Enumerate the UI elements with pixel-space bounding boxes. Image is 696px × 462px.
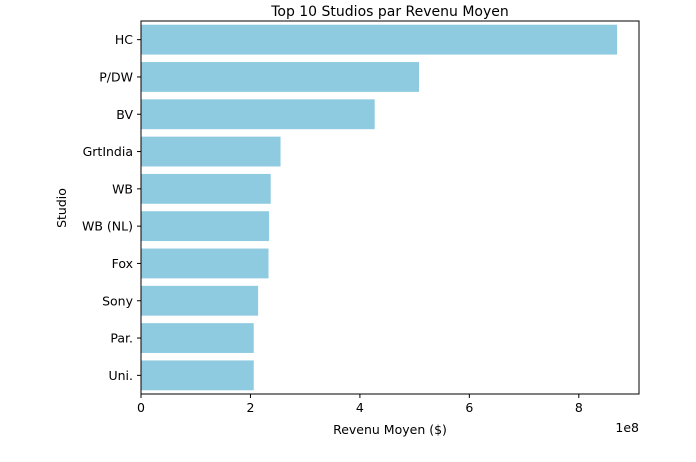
y-tick-label: P/DW: [99, 69, 133, 84]
y-tick-label: Sony: [102, 293, 134, 308]
x-tick-label: 2: [246, 400, 254, 415]
bar: [141, 173, 271, 204]
bar: [141, 62, 420, 92]
x-tick-label: 8: [575, 400, 583, 415]
y-tick-label: GrtIndia: [83, 144, 133, 159]
x-tick-labels: 0 2 4 6 8: [137, 394, 583, 415]
x-tick-label: 0: [137, 400, 145, 415]
chart-title: Top 10 Studios par Revenu Moyen: [270, 4, 509, 20]
bar: [141, 99, 375, 130]
bar: [141, 136, 281, 167]
bar: [141, 285, 259, 316]
x-axis-offset-label: 1e8: [615, 420, 639, 435]
bar-group: [141, 24, 618, 391]
y-tick-label: WB: [112, 181, 133, 196]
bar: [141, 24, 618, 55]
y-tick-label: HC: [115, 32, 133, 47]
bar: [141, 323, 254, 353]
bar: [141, 248, 269, 279]
y-tick-label: Par.: [110, 331, 133, 346]
y-tick-label: WB (NL): [82, 219, 133, 234]
y-tick-label: BV: [116, 107, 133, 122]
y-tick-labels: HC P/DW BV GrtIndia WB WB (NL) Fox Sony Par. Uni.: [82, 32, 141, 383]
plot-frame: [140, 20, 640, 395]
y-axis-label: Studio: [54, 188, 69, 228]
y-tick-label: Fox: [112, 256, 133, 271]
y-tick-label: Uni.: [108, 368, 133, 383]
x-tick-label: 6: [465, 400, 473, 415]
x-axis-label: Revenu Moyen ($): [333, 422, 447, 437]
bar: [141, 211, 270, 242]
bar: [141, 360, 254, 391]
x-tick-label: 4: [356, 400, 364, 415]
